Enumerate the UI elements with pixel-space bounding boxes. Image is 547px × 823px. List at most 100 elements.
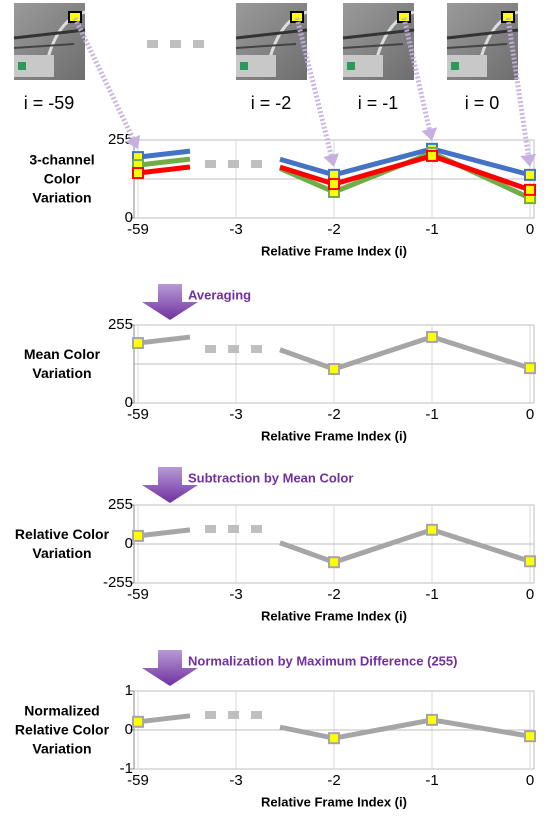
y-axis-label: Mean Color Variation — [14, 345, 110, 383]
thumb-marker — [69, 12, 81, 22]
x-tick-label: 0 — [526, 586, 534, 603]
x-tick-label: 0 — [526, 221, 534, 238]
y-tick-label: 255 — [108, 496, 133, 513]
y-tick-label: 1 — [125, 682, 133, 699]
ellipsis-dot — [147, 40, 158, 48]
y-tick-label: 255 — [108, 316, 133, 333]
x-tick-label: -59 — [127, 406, 149, 423]
data-point — [133, 531, 143, 541]
ellipsis-dot — [228, 345, 239, 353]
x-tick-label: -59 — [127, 772, 149, 789]
x-tick-label: 0 — [526, 406, 534, 423]
frame-thumbnail — [236, 3, 307, 80]
data-point — [525, 170, 535, 180]
line-stub — [280, 727, 334, 738]
x-tick-label: 0 — [526, 772, 534, 789]
y-axis-label: 3-channel Color Variation — [23, 151, 101, 208]
ellipsis-dot — [228, 711, 239, 719]
ellipsis-dot — [193, 40, 204, 48]
x-tick-label: -59 — [127, 221, 149, 238]
x-tick-label: -3 — [229, 586, 242, 603]
data-point — [329, 733, 339, 743]
x-tick-label: -2 — [327, 406, 340, 423]
data-point — [427, 525, 437, 535]
y-tick-label: 0 — [125, 721, 133, 738]
x-tick-label: -1 — [425, 586, 438, 603]
x-axis-label: Relative Frame Index (i) — [261, 794, 407, 809]
data-point — [525, 556, 535, 566]
x-tick-label: -2 — [327, 221, 340, 238]
ellipsis-dot — [251, 711, 262, 719]
x-tick-label: -3 — [229, 772, 242, 789]
data-point — [133, 717, 143, 727]
line-stub — [138, 530, 190, 536]
step-label: Subtraction by Mean Color — [188, 470, 353, 485]
ellipsis-dot — [205, 711, 216, 719]
thumb-marker — [502, 12, 514, 22]
x-tick-label: -2 — [327, 586, 340, 603]
ellipsis-dot — [251, 160, 262, 168]
x-tick-label: -3 — [229, 406, 242, 423]
frame-thumbnail — [14, 3, 85, 80]
y-axis-label: Relative Color Variation — [8, 525, 116, 563]
thumb-marker — [291, 12, 303, 22]
y-tick-label: 255 — [108, 131, 133, 148]
frame-label: i = -2 — [251, 93, 292, 113]
data-point — [133, 338, 143, 348]
x-tick-label: -1 — [425, 406, 438, 423]
x-axis-label: Relative Frame Index (i) — [261, 243, 407, 258]
frame-label: i = -59 — [24, 93, 75, 113]
data-point — [525, 363, 535, 373]
data-point — [525, 731, 535, 741]
ellipsis-dot — [251, 525, 262, 533]
thumb-green — [347, 62, 355, 70]
frame-thumbnail — [447, 3, 518, 80]
ellipsis-dot — [205, 345, 216, 353]
x-tick-label: -2 — [327, 772, 340, 789]
x-tick-label: -59 — [127, 586, 149, 603]
thumb-marker — [398, 12, 410, 22]
x-axis-label: Relative Frame Index (i) — [261, 608, 407, 623]
thumb-green — [451, 62, 459, 70]
frame-label: i = 0 — [465, 93, 500, 113]
line-stub — [138, 337, 190, 343]
frame-thumbnail — [343, 3, 414, 80]
line-stub — [138, 159, 190, 165]
step-label: Normalization by Maximum Difference (255… — [188, 653, 457, 668]
ellipsis-dot — [228, 525, 239, 533]
data-point — [329, 557, 339, 567]
line-stub — [138, 167, 190, 173]
line-stub — [280, 543, 334, 562]
x-axis-label: Relative Frame Index (i) — [261, 428, 407, 443]
x-tick-label: -3 — [229, 221, 242, 238]
line-stub — [138, 151, 190, 157]
frame-arrow-head — [422, 127, 438, 140]
y-tick-label: 0 — [125, 535, 133, 552]
y-axis-label: Normalized Relative Color Variation — [8, 702, 116, 759]
ellipsis-dot — [228, 160, 239, 168]
ellipsis-dot — [205, 525, 216, 533]
data-point — [133, 168, 143, 178]
frame-label: i = -1 — [358, 93, 399, 113]
thumb-green — [240, 62, 248, 70]
data-point — [427, 151, 437, 161]
data-point — [427, 332, 437, 342]
data-point — [329, 364, 339, 374]
x-tick-label: -1 — [425, 772, 438, 789]
data-point — [427, 715, 437, 725]
step-label: Averaging — [188, 287, 251, 302]
figure: i = -59 i = -2 i = -1 i = 0 Averaging Subtrac… — [0, 0, 547, 823]
diagram: i = -59 i = -2 i = -1 i = 0 Averaging Subtrac… — [0, 0, 547, 823]
ellipsis-dot — [205, 160, 216, 168]
frame-arrow-head — [323, 153, 339, 167]
frame-arrow — [508, 18, 528, 155]
line-stub — [138, 716, 190, 722]
data-point — [525, 185, 535, 195]
line-stub — [280, 350, 334, 369]
frame-arrow — [297, 18, 331, 155]
thumb-green — [18, 62, 26, 70]
data-point — [329, 179, 339, 189]
ellipsis-dot — [170, 40, 181, 48]
x-tick-label: -1 — [425, 221, 438, 238]
ellipsis-dot — [251, 345, 262, 353]
